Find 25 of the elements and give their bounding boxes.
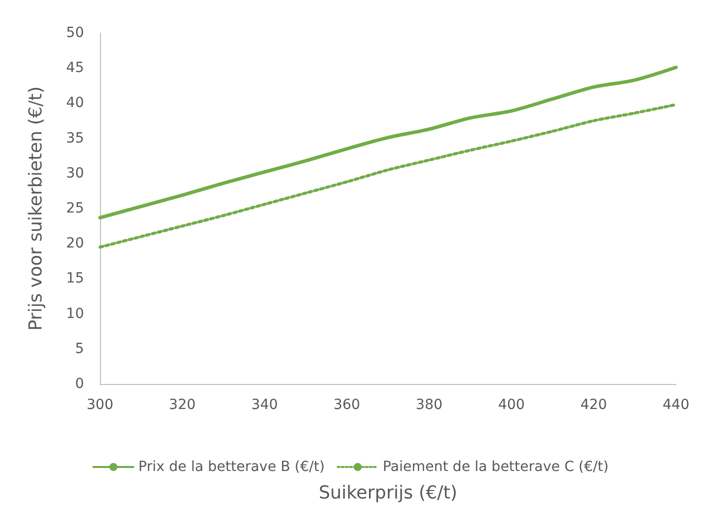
- y-tick-label: 30: [66, 165, 84, 182]
- x-tick-label: 400: [498, 397, 525, 413]
- x-tick-label: 340: [251, 397, 278, 413]
- y-tick-label: 35: [66, 130, 84, 146]
- x-tick-label: 320: [168, 397, 196, 413]
- x-tick-label: 380: [416, 397, 443, 413]
- x-tick-label: 420: [580, 397, 608, 413]
- y-axis-title: Prijs voor suikerbieten (€/t): [26, 86, 46, 331]
- y-tick-label: 50: [66, 25, 84, 41]
- y-tick-label: 5: [75, 340, 84, 357]
- y-tick-label: 10: [66, 306, 84, 322]
- y-tick-label: 0: [75, 376, 84, 392]
- x-tick-label: 360: [333, 397, 360, 413]
- y-tick-label: 40: [66, 95, 84, 112]
- legend-label: Paiement de la betterave C (€/t): [382, 459, 609, 475]
- y-tick-label: 45: [66, 60, 84, 76]
- y-tick-label: 25: [66, 200, 84, 216]
- y-tick-label: 20: [66, 236, 84, 252]
- line-series: [98, 103, 678, 249]
- x-axis-title: Suikerprijs (€/t): [318, 482, 458, 504]
- x-tick-label: 300: [86, 397, 114, 413]
- x-tick-label: 440: [662, 397, 690, 413]
- y-tick-label: 15: [66, 270, 84, 287]
- legend-label: Prix de la betterave B (€/t): [138, 459, 325, 475]
- line-series: [98, 66, 678, 220]
